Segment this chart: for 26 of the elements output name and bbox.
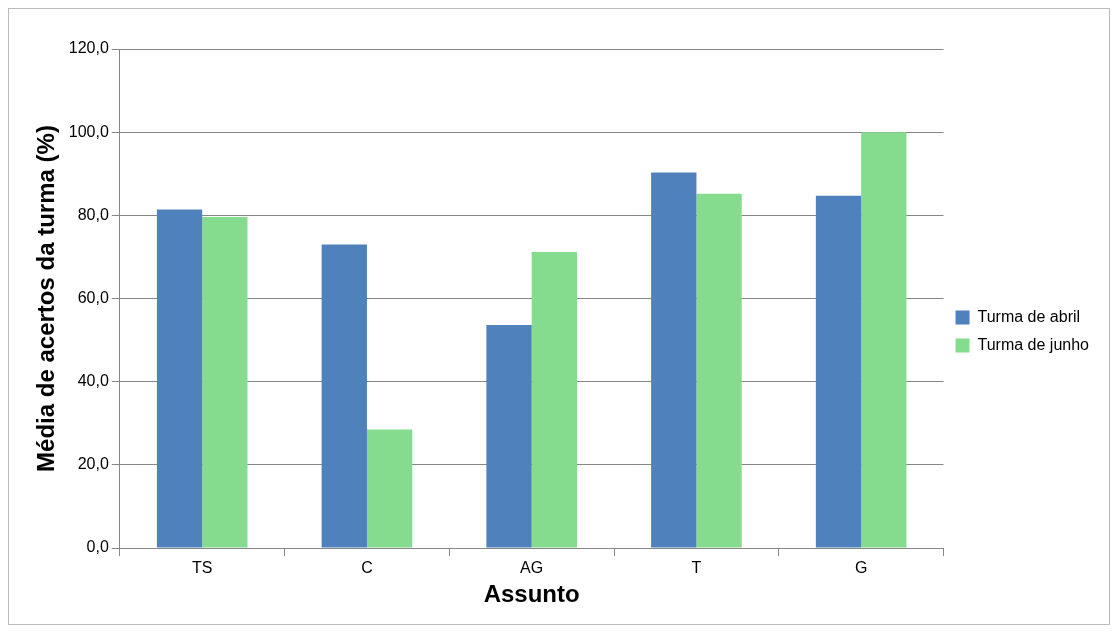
bar (531, 251, 577, 548)
bar (321, 244, 367, 548)
x-tick-label: TS (191, 559, 213, 577)
y-axis-title: Média de acertos da turma (%) (32, 125, 60, 472)
x-tick-label: G (854, 559, 868, 577)
y-tick-label: 120,0 (68, 39, 109, 57)
y-tick-label: 20,0 (77, 455, 109, 473)
x-tick-label: AG (520, 559, 544, 577)
y-tick-label: 100,0 (68, 122, 109, 140)
bar (696, 193, 742, 548)
legend-label: Turma de abril (977, 307, 1081, 325)
bar (486, 325, 532, 548)
x-tick-label: C (361, 559, 373, 577)
x-axis-title: Assunto (483, 580, 580, 608)
y-tick-label: 0,0 (86, 538, 109, 556)
y-tick-label: 60,0 (77, 288, 109, 306)
y-tick-label: 80,0 (77, 205, 109, 223)
bar (366, 429, 413, 548)
bar (651, 172, 697, 548)
bar (156, 209, 203, 548)
bar (202, 217, 248, 548)
y-tick-label: 40,0 (77, 372, 109, 390)
bar (815, 195, 862, 548)
bar (861, 132, 907, 548)
legend-label: Turma de junho (977, 335, 1090, 353)
x-tick-label: T (691, 559, 702, 577)
